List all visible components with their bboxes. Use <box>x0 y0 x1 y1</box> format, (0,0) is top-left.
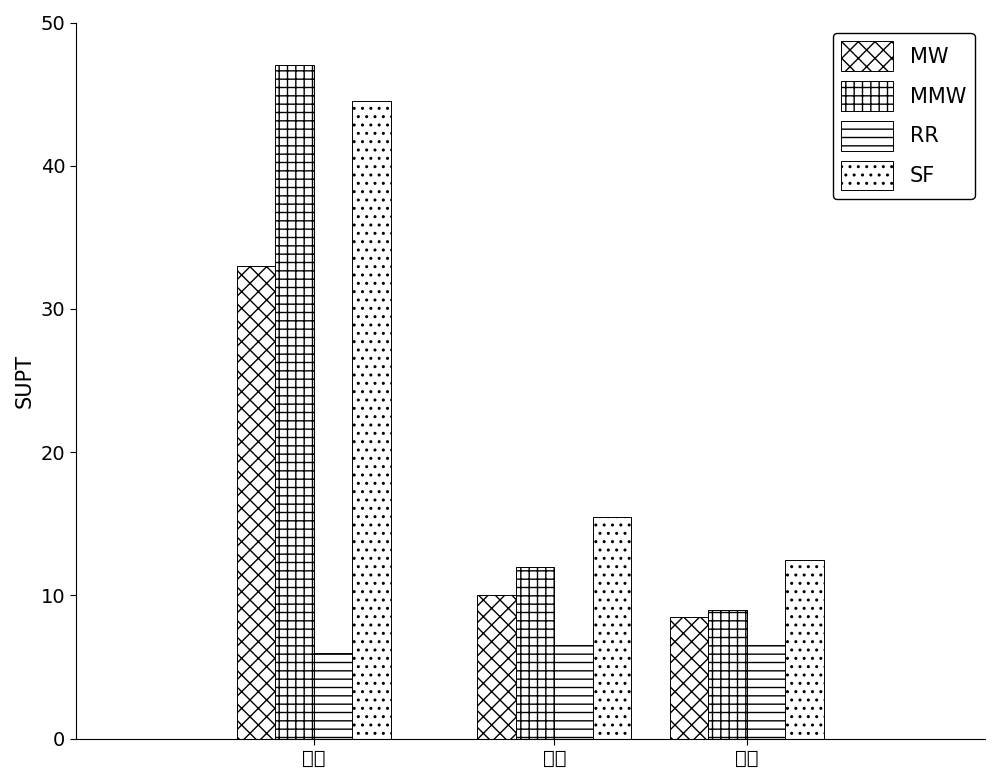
Bar <box>477 595 516 738</box>
Bar <box>516 567 554 738</box>
Bar <box>314 653 352 738</box>
Bar <box>593 517 631 738</box>
Bar <box>670 617 708 738</box>
Bar <box>747 645 785 738</box>
Bar <box>554 645 593 738</box>
Bar <box>708 610 747 738</box>
Y-axis label: SUPT: SUPT <box>15 354 35 407</box>
Bar <box>352 101 391 738</box>
Legend: MW, MMW, RR, SF: MW, MMW, RR, SF <box>833 33 975 199</box>
Bar <box>237 266 275 738</box>
Bar <box>275 66 314 738</box>
Bar <box>785 560 824 738</box>
